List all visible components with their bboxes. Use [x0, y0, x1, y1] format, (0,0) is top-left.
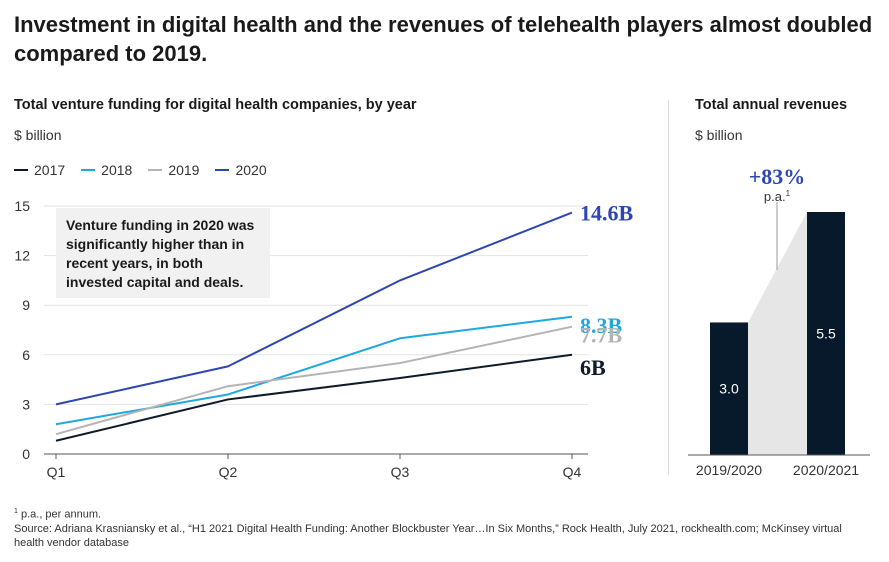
y-tick-label: 9	[22, 297, 30, 313]
growth-sub-label: p.a.1	[764, 189, 791, 204]
legend-item-2017: 2017	[14, 162, 65, 178]
series-line-2018	[55, 315, 573, 426]
y-tick-label: 6	[22, 347, 30, 363]
y-tick-label: 0	[22, 446, 30, 462]
footnote-source: Source: Adriana Krasniansky et al., “H1 …	[14, 522, 842, 549]
x-tick-label: Q2	[219, 464, 238, 480]
series-line-2017	[55, 353, 573, 442]
footnote-marker: 1	[14, 508, 18, 515]
legend-item-2018: 2018	[81, 162, 132, 178]
footnotes: 1 p.a., per annum. Source: Adriana Krasn…	[14, 505, 874, 550]
bar-2020/2021	[807, 212, 845, 455]
bar-chart-unit: $ billion	[695, 127, 743, 143]
chart-legend: 2017 2018 2019 2020	[14, 162, 267, 178]
legend-label-2020: 2020	[235, 162, 267, 178]
bar-chart: 3.0 2019/2020 5.5 2020/2021 +83%p.a.1	[688, 164, 870, 478]
chart-annotation: Venture funding in 2020 was significantl…	[56, 208, 270, 298]
footnote-note: 1 p.a., per annum.	[14, 505, 874, 522]
end-label-2020: 14.6B	[580, 201, 634, 226]
x-tick-label: Q3	[391, 464, 410, 480]
series-line-2020	[55, 211, 573, 406]
growth-label: +83%	[749, 164, 806, 189]
bar-value-label: 5.5	[816, 326, 836, 342]
bar-2019/2020	[710, 322, 748, 455]
headline: Investment in digital health and the rev…	[14, 12, 873, 66]
legend-swatch-2019	[148, 169, 163, 171]
legend-label-2017: 2017	[34, 162, 66, 178]
end-label-2019: 7.7B	[580, 323, 623, 348]
end-label-2017: 6B	[580, 355, 606, 380]
panel-divider	[668, 100, 669, 475]
growth-sup: 1	[786, 189, 791, 198]
legend-item-2019: 2019	[148, 162, 199, 178]
bar-category-label: 2019/2020	[696, 462, 762, 478]
legend-swatch-2017	[14, 169, 28, 171]
bar-category-label: 2020/2021	[793, 462, 859, 478]
end-label-2018: 8.3B	[580, 313, 623, 338]
bar-chart-title: Total annual revenues	[695, 97, 848, 113]
growth-connector	[748, 212, 807, 455]
line-chart-title: Total venture funding for digital health…	[14, 97, 417, 113]
line-chart-unit: $ billion	[14, 127, 62, 143]
y-tick-label: 12	[14, 248, 30, 264]
legend-swatch-2018	[81, 169, 96, 171]
bar-value-label: 3.0	[719, 381, 739, 397]
legend-label-2019: 2019	[168, 162, 200, 178]
legend-label-2018: 2018	[101, 162, 133, 178]
x-tick-label: Q1	[47, 464, 66, 480]
x-tick-label: Q4	[563, 464, 582, 480]
y-tick-label: 3	[22, 396, 30, 412]
legend-item-2020: 2020	[215, 162, 267, 178]
y-tick-label: 15	[14, 198, 30, 214]
series-line-2019	[55, 325, 573, 436]
footnote-note-text: p.a., per annum.	[20, 508, 102, 521]
legend-swatch-2020	[215, 169, 230, 171]
